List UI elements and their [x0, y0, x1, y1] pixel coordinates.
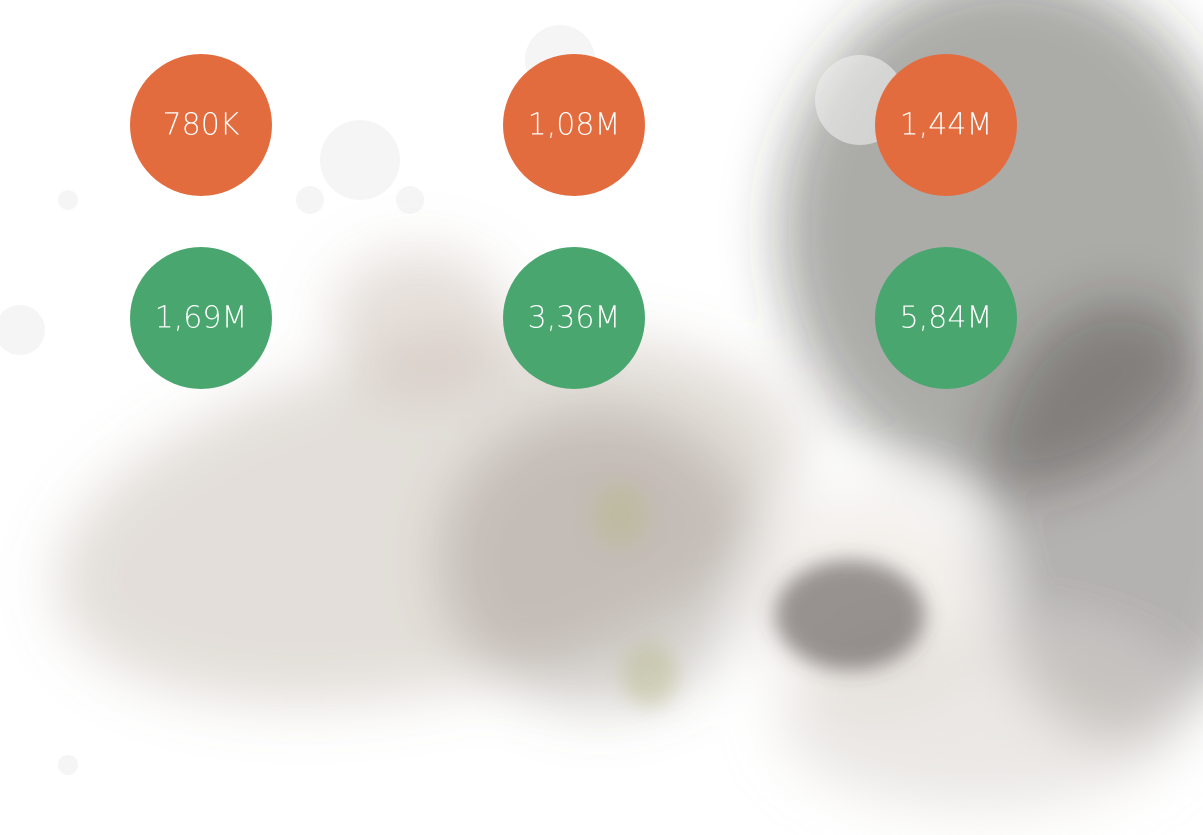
stat-badge: 1,69M — [130, 247, 272, 389]
stat-badge: 1,44M — [875, 54, 1017, 196]
stats-panel: 780K 1,08M 1,44M 1,69M 3,36M 5,84M — [0, 0, 1203, 835]
badge-value: 1,44M — [900, 108, 993, 143]
badge-value: 5,84M — [900, 301, 993, 336]
badge-value: 1,08M — [528, 108, 621, 143]
badge-value: 3,36M — [528, 301, 621, 336]
badge-value: 1,69M — [155, 301, 248, 336]
stat-badge: 1,08M — [503, 54, 645, 196]
stat-badge: 5,84M — [875, 247, 1017, 389]
stat-badge: 3,36M — [503, 247, 645, 389]
stat-badge: 780K — [130, 54, 272, 196]
page: 780K1,08M1,44M1,69M3,36M5,84M (() => { c… — [0, 0, 1203, 835]
badge-value: 780K — [163, 108, 240, 143]
